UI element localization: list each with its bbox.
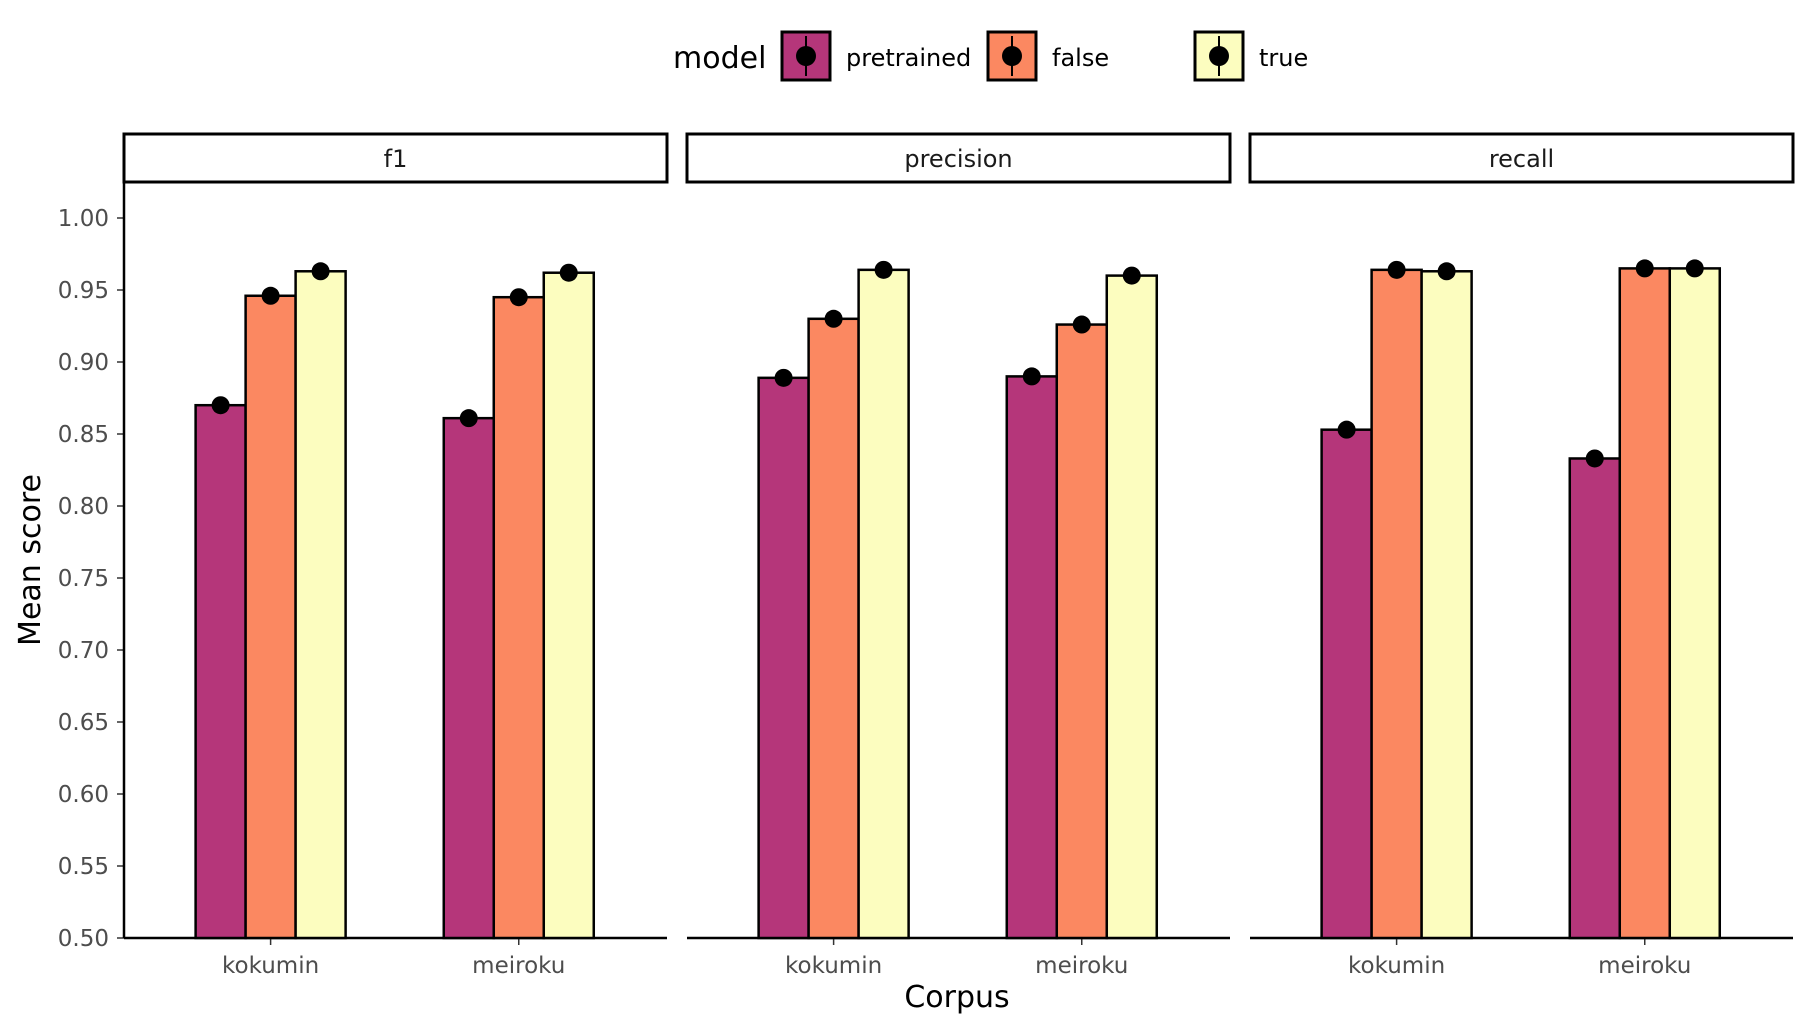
facet-strip-label: f1 [384,145,408,173]
bar-f1-meiroku-pretrained [442,416,496,940]
mean-point-recall-meiroku-false [1635,259,1654,278]
y-tick-label: 0.75 [58,566,109,592]
mean-point-precision-kokumin-pretrained [774,368,793,387]
mean-point-precision-meiroku-true [1122,266,1141,285]
legend-label-false: false [1052,44,1109,72]
x-tick-label-meiroku: meiroku [1035,953,1128,979]
y-tick-label: 0.85 [58,422,109,448]
mean-point-precision-meiroku-false [1072,315,1091,334]
x-tick-label-kokumin: kokumin [222,953,319,979]
mean-point-precision-meiroku-pretrained [1022,367,1041,386]
mean-point-recall-meiroku-pretrained [1585,449,1604,468]
mean-point-f1-meiroku-false [509,288,528,307]
facet-strip-f1 [122,132,669,184]
bar-f1-kokumin-true [294,270,347,940]
plot-area: 0.50 0.55 0.60 0.65 0.70 0.75 0.80 0.85 0.90 0.95… [58,132,1795,979]
bar-precision-kokumin-true [857,268,910,940]
y-tick-label: 1.00 [58,206,109,232]
x-axis-title: Corpus [904,980,1009,1015]
facet-strip-label: precision [904,145,1012,173]
facet-strip-label: recall [1489,145,1554,173]
mean-point-recall-kokumin-false [1387,260,1406,279]
mean-point-f1-kokumin-pretrained [211,396,230,415]
legend-label-true: true [1259,44,1308,72]
y-tick-label: 0.70 [58,638,109,664]
x-tick-label-meiroku: meiroku [1598,953,1691,979]
mean-point-f1-meiroku-true [559,263,578,282]
legend-key-point [1209,46,1229,66]
y-tick-label: 0.50 [58,926,109,952]
mean-point-recall-kokumin-true [1437,262,1456,281]
bar-recall-kokumin-true [1420,270,1473,940]
bar-precision-kokumin-false [807,317,860,940]
mean-point-f1-kokumin-false [261,286,280,305]
mean-point-f1-meiroku-pretrained [459,409,478,428]
bar-recall-kokumin-false [1370,268,1423,940]
mean-point-recall-meiroku-true [1685,259,1704,278]
bar-recall-meiroku-false [1618,267,1672,940]
mean-point-f1-kokumin-true [311,262,330,281]
bar-precision-meiroku-false [1055,323,1109,940]
x-tick-label-meiroku: meiroku [472,953,565,979]
y-tick-label: 0.80 [58,494,109,520]
x-tick-label-kokumin: kokumin [785,953,882,979]
x-tick-label-kokumin: kokumin [1348,953,1445,979]
bar-f1-kokumin-pretrained [194,403,247,940]
bar-f1-kokumin-false [244,294,297,940]
bar-precision-meiroku-true [1105,274,1159,940]
mean-point-recall-kokumin-pretrained [1337,420,1356,439]
legend-key-point [1002,46,1022,66]
facet-strip-recall [1248,132,1795,184]
y-tick-label: 0.55 [58,854,109,880]
mean-point-precision-kokumin-false [824,309,843,328]
bar-f1-meiroku-false [492,295,546,940]
facet-strip-precision [685,132,1232,184]
legend-label-pretrained: pretrained [846,44,971,72]
y-tick-label: 0.65 [58,710,109,736]
y-tick-label: 0.60 [58,782,109,808]
bar-precision-kokumin-pretrained [757,376,810,940]
mean-point-precision-kokumin-true [874,260,893,279]
bar-recall-kokumin-pretrained [1320,428,1373,940]
bar-recall-meiroku-pretrained [1568,457,1622,940]
y-axis-title: Mean score [13,474,48,646]
bar-recall-meiroku-true [1668,267,1722,940]
legend-title: model [673,41,766,76]
bar-precision-meiroku-pretrained [1005,375,1059,940]
legend-key-point [796,46,816,66]
legend: model pretrained false true [673,30,1308,82]
y-tick-label: 0.90 [58,350,109,376]
bar-f1-meiroku-true [542,271,596,940]
y-tick-label: 0.95 [58,278,109,304]
